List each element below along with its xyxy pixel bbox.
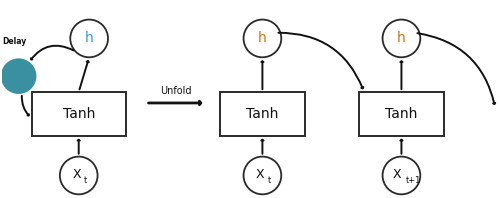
Text: Unfold: Unfold: [160, 86, 192, 96]
Text: h: h: [85, 31, 94, 45]
Text: X: X: [256, 168, 264, 181]
Text: Delay: Delay: [2, 37, 27, 46]
Bar: [220, 92, 304, 136]
Circle shape: [382, 157, 420, 194]
Text: h: h: [258, 31, 267, 45]
Text: Tanh: Tanh: [385, 107, 418, 121]
Circle shape: [70, 20, 108, 57]
Text: Tanh: Tanh: [62, 107, 95, 121]
Text: Tanh: Tanh: [246, 107, 278, 121]
Text: X: X: [392, 168, 401, 181]
Bar: [359, 92, 444, 136]
Text: t+1: t+1: [406, 176, 421, 185]
Circle shape: [244, 157, 282, 194]
Text: t: t: [268, 176, 271, 185]
Circle shape: [244, 20, 282, 57]
Circle shape: [382, 20, 420, 57]
Circle shape: [2, 59, 35, 93]
Circle shape: [60, 157, 98, 194]
Text: h: h: [397, 31, 406, 45]
Bar: [32, 92, 126, 136]
Text: t: t: [84, 176, 87, 185]
Text: X: X: [72, 168, 81, 181]
